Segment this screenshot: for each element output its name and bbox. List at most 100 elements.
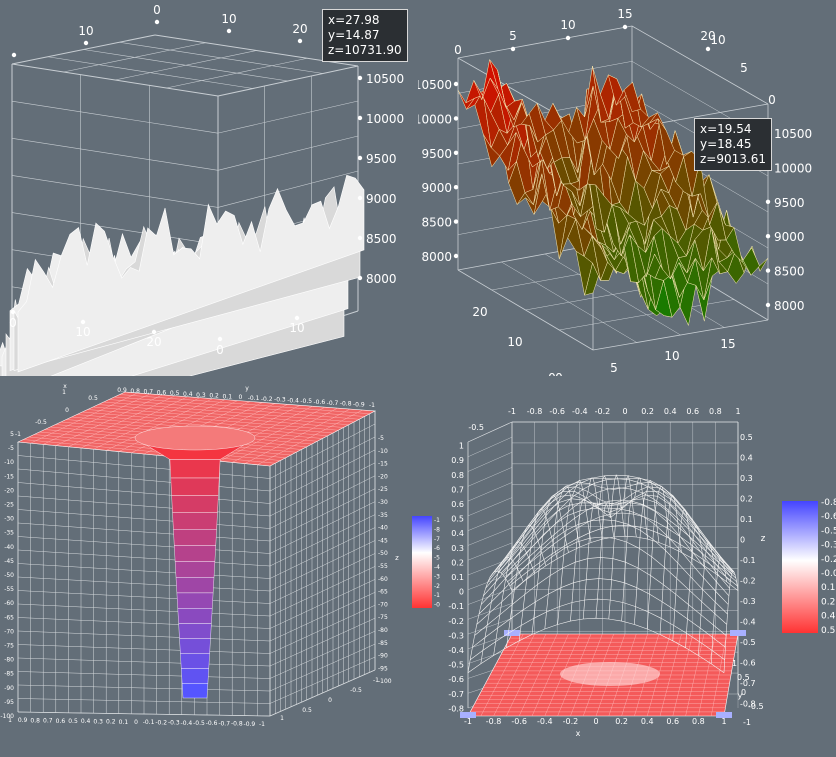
funnel-band xyxy=(177,608,213,624)
tick-label: -40 xyxy=(378,525,388,532)
chart-wireframe-surface-plot: -1 -0.8 -0.6 -0.4 -0.2 0 0.2 0.4 0.6 0.8 1-1 -0.8 -0… xyxy=(448,407,836,738)
grid-line xyxy=(269,566,376,617)
tick-label: 8500 xyxy=(774,265,805,279)
tick-label: 0 xyxy=(622,407,627,416)
colorbar-label: 0.4 xyxy=(821,612,836,622)
tick-mark xyxy=(294,315,300,321)
tick-label: 8000 xyxy=(774,299,805,313)
colorbar-label: -0.21 xyxy=(821,555,836,565)
tick-label: -0.5 xyxy=(300,398,312,405)
tick-label: 10 xyxy=(710,33,725,47)
tick-label: 0.4 xyxy=(664,407,677,416)
tick-mark xyxy=(83,40,89,46)
tick-label: -0.2 xyxy=(261,396,273,403)
colorbar-label: -0.52 xyxy=(821,526,836,536)
colorbar xyxy=(782,501,818,633)
funnel-band xyxy=(171,495,219,513)
grid-line xyxy=(269,605,376,654)
tick-mark xyxy=(357,235,363,241)
tooltip-white-surface: x=27.98 y=14.87 z=10731.90 xyxy=(322,9,408,62)
grid-line xyxy=(467,588,513,605)
tick-label: -0.8 xyxy=(448,704,464,713)
grid-line xyxy=(17,617,271,629)
tooltip-z: z=10731.90 xyxy=(328,43,402,57)
tick-label: 0 xyxy=(454,43,462,57)
tick-label: -0.8 xyxy=(340,401,352,408)
axis-box-edge xyxy=(631,25,769,105)
tick-label: 10000 xyxy=(774,161,812,175)
tick-label: 10500 xyxy=(418,78,452,92)
tick-label: 0.8 xyxy=(30,717,40,724)
tick-label: 0 xyxy=(593,717,598,726)
grid-line xyxy=(11,137,219,171)
tick-label: -0.5 xyxy=(35,419,47,426)
tooltip-x: x=19.54 xyxy=(700,122,752,136)
tick-label: 0.6 xyxy=(56,718,66,725)
tick-label: 0.6 xyxy=(451,500,464,509)
floor-grid-line xyxy=(672,633,693,717)
tick-label: 9500 xyxy=(366,152,397,166)
grid-line xyxy=(17,684,271,692)
tick-label: 1 xyxy=(459,442,464,451)
tick-label: -90 xyxy=(4,685,14,692)
grid-line xyxy=(166,57,308,89)
tick-label: 10500 xyxy=(774,127,812,141)
tick-label: 0.4 xyxy=(81,718,91,725)
grid-line xyxy=(217,135,359,171)
grid-line xyxy=(269,630,376,679)
wireframe-line xyxy=(467,617,725,673)
grid-line xyxy=(467,633,513,650)
colorbar-label: -0.5 xyxy=(434,602,440,609)
tick-mark xyxy=(357,75,363,81)
tick-label: 0 xyxy=(768,93,776,107)
funnel-band xyxy=(180,653,210,669)
grid-line xyxy=(467,497,513,517)
chart-wireframe-surface[interactable]: -1 -0.8 -0.6 -0.4 -0.2 0 0.2 0.4 0.6 0.8 1 -1 -0.8 -0… xyxy=(440,376,836,753)
tick-label: 0.5 xyxy=(88,395,98,402)
wireframe-line xyxy=(507,512,737,582)
tick-label: -0.3 xyxy=(448,631,464,640)
tick-label: 9500 xyxy=(774,196,805,210)
tick-mark xyxy=(217,336,223,342)
tick-mark xyxy=(453,116,459,121)
tick-label: -80 xyxy=(378,627,388,634)
tick-label: -0.2 xyxy=(740,577,756,586)
tick-label: 10 xyxy=(560,18,575,32)
tick-label: -1 xyxy=(508,407,516,416)
tick-label: -0.2 xyxy=(155,719,167,726)
tooltip-z: z=9013.61 xyxy=(700,152,766,166)
grid-line xyxy=(17,603,271,617)
tick-label: -0.4 xyxy=(572,407,588,416)
wireframe-line xyxy=(480,507,729,605)
tick-mark xyxy=(565,35,571,41)
tick-label: -0.1 xyxy=(448,602,464,611)
tick-label: 0.6 xyxy=(666,717,679,726)
tick-label: 0.3 xyxy=(196,392,206,399)
grid-line xyxy=(467,527,513,546)
tick-label: -1 xyxy=(464,717,472,726)
tick-label: 15 xyxy=(617,7,632,21)
grid-line xyxy=(17,657,271,667)
tick-label: 0.2 xyxy=(106,719,116,726)
tick-label: -35 xyxy=(378,512,388,519)
wireframe-line xyxy=(544,485,581,630)
tick-label: 9000 xyxy=(366,192,397,206)
chart-gradient-surface[interactable]: 5 10 15 20 0 0 5 10 10500 10000 9500 9000 8500 8000 10… xyxy=(414,0,836,385)
chart-white-surface[interactable]: 10500 10000 9500 9000 8500 8000 0 10 20 10 0 10 20 0 1… xyxy=(0,0,418,426)
tick-label: -0.5 xyxy=(748,702,764,711)
tick-label: 10000 xyxy=(418,112,452,126)
funnel-band xyxy=(172,512,218,530)
tick-label: 0.8 xyxy=(692,717,705,726)
wireframe-line xyxy=(511,535,739,591)
tick-label: -35 xyxy=(4,530,14,537)
wireframe-line xyxy=(646,485,671,630)
chart-funnel-surface[interactable]: 5 -5 -10 -15 -20 -25 -30 -35 -40 -45 -50 -55 -60 -65-… xyxy=(0,376,449,753)
grid-line xyxy=(17,630,271,642)
tick-label: -100 xyxy=(0,713,14,720)
surface-grid-line xyxy=(76,414,328,436)
floor-corner xyxy=(460,712,476,718)
tick-label: -45 xyxy=(378,537,388,544)
wireframe-line xyxy=(500,478,735,574)
wireframe-line xyxy=(498,474,735,572)
tick-label: -20 xyxy=(4,487,14,494)
